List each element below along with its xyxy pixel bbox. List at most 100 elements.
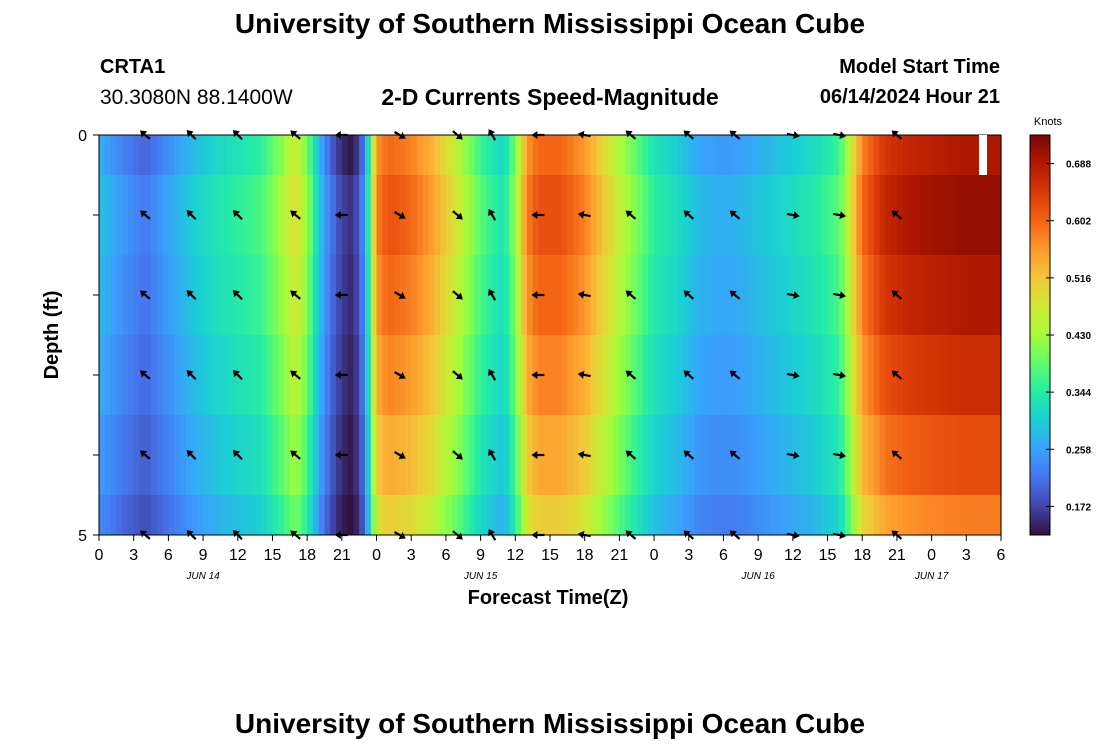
heatmap-cell: [729, 495, 736, 535]
heatmap-cell: [561, 175, 568, 255]
x-axis-label: Forecast Time(Z): [468, 587, 629, 609]
heatmap-cell: [243, 135, 250, 175]
heatmap-cell: [284, 255, 291, 335]
heatmap-cell: [370, 175, 378, 255]
heatmap-cell: [214, 335, 222, 415]
heatmap-cell: [896, 175, 904, 255]
heatmap-cell: [104, 335, 112, 415]
heatmap-cell: [151, 135, 158, 175]
heatmap-cell: [995, 175, 1002, 255]
heatmap-cell: [203, 495, 210, 535]
heatmap-cell: [359, 255, 366, 335]
heatmap-cell: [960, 255, 967, 335]
heatmap-cell: [174, 175, 181, 255]
heatmap-cell: [526, 175, 534, 255]
heatmap-cell: [948, 335, 956, 415]
heatmap-cell: [602, 175, 609, 255]
heatmap-cell: [746, 255, 753, 335]
heatmap-cell: [220, 175, 227, 255]
heatmap-cell: [555, 335, 563, 415]
heatmap-cell: [127, 135, 135, 175]
heatmap-cell: [677, 175, 684, 255]
current-arrow: [577, 370, 591, 379]
heatmap-cell: [295, 255, 302, 335]
heatmap-cell: [977, 495, 985, 535]
heatmap-cell: [538, 135, 545, 175]
heatmap-cell: [972, 255, 979, 335]
station-coords: 30.3080N 88.1400W: [100, 86, 293, 109]
heatmap-cell: [925, 415, 933, 495]
heatmap-cell: [885, 335, 892, 415]
heatmap-cell: [266, 135, 274, 175]
heatmap-cell: [312, 335, 320, 415]
heatmap-cell: [694, 135, 701, 175]
heatmap-cell: [411, 255, 418, 335]
heatmap-cell: [578, 135, 586, 175]
heatmap-cell: [503, 335, 511, 415]
heatmap-cell: [763, 175, 771, 255]
heatmap-cell: [278, 415, 285, 495]
heatmap-cell: [677, 415, 684, 495]
heatmap-cell: [671, 415, 678, 495]
heatmap-cell: [596, 255, 603, 335]
heatmap-cell: [503, 415, 511, 495]
heatmap-cell: [671, 255, 678, 335]
heatmap-cell: [318, 335, 326, 415]
heatmap-cell: [966, 335, 973, 415]
heatmap-cell: [902, 495, 910, 535]
heatmap-cell: [798, 495, 806, 535]
heatmap-cell: [272, 495, 279, 535]
heatmap-cell: [226, 175, 233, 255]
heatmap-cell: [914, 415, 921, 495]
heatmap-cell: [324, 255, 331, 335]
x-tick-label: 18: [853, 547, 871, 564]
heatmap-cell: [515, 415, 522, 495]
heatmap-cell: [266, 415, 274, 495]
heatmap-cell: [174, 135, 181, 175]
date-label: JUN 14: [185, 571, 220, 582]
heatmap-cell: [758, 335, 765, 415]
heatmap-cell: [711, 175, 719, 255]
heatmap-cell: [440, 175, 447, 255]
heatmap-cell: [856, 415, 863, 495]
current-arrow: [393, 211, 406, 219]
heatmap-cell: [203, 255, 210, 335]
heatmap-cell: [902, 415, 910, 495]
heatmap-cell: [879, 495, 886, 535]
heatmap-cell: [954, 335, 962, 415]
heatmap-cell: [388, 495, 395, 535]
heatmap-cell: [388, 175, 395, 255]
heatmap-cell: [804, 495, 811, 535]
heatmap-cell: [301, 135, 308, 175]
current-arrow: [786, 211, 800, 220]
heatmap-cell: [156, 335, 164, 415]
heatmap-cell: [492, 135, 499, 175]
heatmap-cell: [312, 495, 320, 535]
heatmap-cell: [920, 335, 927, 415]
y-tick-label: 5: [78, 528, 87, 545]
heatmap-cell: [440, 415, 447, 495]
heatmap-cell: [307, 335, 314, 415]
heatmap-cell: [284, 335, 291, 415]
heatmap-cell: [330, 135, 337, 175]
current-arrow: [786, 451, 800, 460]
current-arrow: [139, 290, 151, 300]
heatmap-cell: [891, 495, 898, 535]
heatmap-cell: [393, 495, 401, 535]
heatmap-cell: [642, 495, 649, 535]
heatmap-cell: [191, 175, 198, 255]
current-arrow: [290, 290, 301, 300]
heatmap-cell: [729, 135, 736, 175]
heatmap-cell: [665, 335, 673, 415]
heatmap-cell: [197, 135, 204, 175]
heatmap-cell: [827, 495, 834, 535]
plot-title: 2-D Currents Speed-Magnitude: [381, 84, 719, 110]
heatmap-cell: [255, 255, 262, 335]
current-arrow: [334, 291, 348, 299]
heatmap-cell: [515, 255, 522, 335]
heatmap-cell: [133, 175, 141, 255]
heatmap-cell: [330, 175, 337, 255]
heatmap-cell: [550, 255, 557, 335]
heatmap-cell: [902, 175, 910, 255]
current-arrow: [139, 450, 151, 460]
